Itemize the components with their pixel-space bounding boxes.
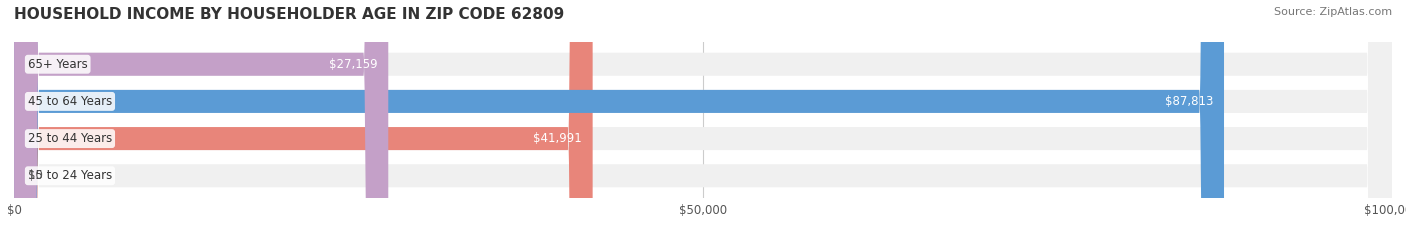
Text: $41,991: $41,991 <box>533 132 582 145</box>
FancyBboxPatch shape <box>14 0 388 233</box>
Text: Source: ZipAtlas.com: Source: ZipAtlas.com <box>1274 7 1392 17</box>
Text: 15 to 24 Years: 15 to 24 Years <box>28 169 112 182</box>
Text: $87,813: $87,813 <box>1164 95 1213 108</box>
Text: 45 to 64 Years: 45 to 64 Years <box>28 95 112 108</box>
Text: 65+ Years: 65+ Years <box>28 58 87 71</box>
FancyBboxPatch shape <box>14 0 1392 233</box>
FancyBboxPatch shape <box>14 0 1392 233</box>
FancyBboxPatch shape <box>14 0 1392 233</box>
Text: HOUSEHOLD INCOME BY HOUSEHOLDER AGE IN ZIP CODE 62809: HOUSEHOLD INCOME BY HOUSEHOLDER AGE IN Z… <box>14 7 564 22</box>
FancyBboxPatch shape <box>14 0 1225 233</box>
Text: 25 to 44 Years: 25 to 44 Years <box>28 132 112 145</box>
FancyBboxPatch shape <box>14 0 1392 233</box>
Text: $0: $0 <box>28 169 42 182</box>
Text: $27,159: $27,159 <box>329 58 377 71</box>
FancyBboxPatch shape <box>14 0 593 233</box>
